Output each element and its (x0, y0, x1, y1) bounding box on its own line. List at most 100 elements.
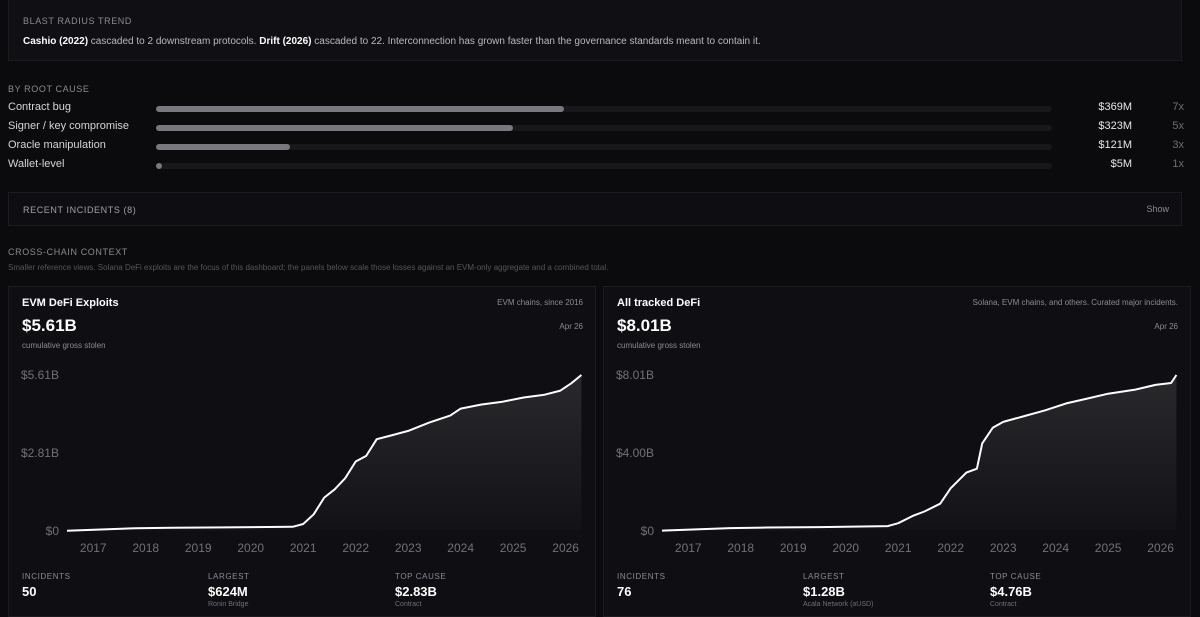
all-defi-panel: All tracked DeFi Solana, EVM chains, and… (603, 286, 1191, 617)
root-cause-name: Oracle manipulation (8, 139, 106, 151)
root-cause-name: Contract bug (8, 101, 71, 113)
panel-scope: EVM chains, since 2016 (497, 298, 583, 307)
x-tick-label: 2025 (1095, 541, 1122, 555)
stat-value: 76 (617, 584, 632, 599)
y-tick-label: $2.81B (21, 446, 59, 460)
stat-label: LARGEST (803, 572, 845, 581)
root-cause-name: Wallet-level (8, 158, 65, 170)
x-tick-label: 2022 (937, 541, 964, 555)
root-cause-row: Contract bug $369M 7x (8, 101, 1184, 117)
root-cause-count: 1x (1172, 158, 1184, 170)
x-tick-label: 2022 (342, 541, 369, 555)
blast-incident-2: Drift (2026) (259, 36, 312, 47)
x-tick-label: 2018 (132, 541, 159, 555)
root-cause-amount: $5M (1110, 158, 1132, 170)
blast-incident-1: Cashio (2022) (23, 36, 89, 47)
x-tick-label: 2018 (727, 541, 754, 555)
cumulative-line (661, 374, 1178, 532)
stat-largest: LARGEST $624M Ronin Bridge (208, 572, 250, 608)
x-tick-label: 2026 (552, 541, 579, 555)
cross-chain-title: CROSS-CHAIN CONTEXT (8, 247, 128, 257)
root-cause-amount: $323M (1098, 120, 1132, 132)
root-cause-track (156, 163, 1052, 169)
x-tick-label: 2023 (395, 541, 422, 555)
stat-value: $624M (208, 584, 248, 599)
recent-incidents-header[interactable]: RECENT INCIDENTS (8) Show (8, 192, 1182, 226)
panel-date: Apr 26 (1154, 322, 1178, 331)
cumulative-line (66, 374, 583, 532)
root-cause-track (156, 125, 1052, 131)
x-tick-label: 2024 (1042, 541, 1069, 555)
root-cause-row: Wallet-level $5M 1x (8, 158, 1184, 174)
y-tick-label: $0 (641, 524, 655, 538)
panel-total: $5.61B (22, 316, 77, 335)
root-cause-amount: $121M (1098, 139, 1132, 151)
blast-radius-text: Cashio (2022) cascaded to 2 downstream p… (23, 36, 1167, 47)
root-cause-row: Signer / key compromise $323M 5x (8, 120, 1184, 136)
x-tick-label: 2020 (237, 541, 264, 555)
stat-value: $2.83B (395, 584, 437, 599)
show-incidents-button[interactable]: Show (1146, 204, 1169, 214)
stat-label: LARGEST (208, 572, 250, 581)
root-cause-bar (156, 106, 565, 112)
panel-caption: cumulative gross stolen (617, 341, 701, 350)
root-cause-count: 3x (1172, 139, 1184, 151)
y-tick-label: $4.00B (616, 446, 654, 460)
cumulative-area (662, 375, 1177, 531)
y-tick-label: $8.01B (616, 368, 654, 382)
stat-top-cause: TOP CAUSE $2.83B Contract (395, 572, 446, 608)
cumulative-area (67, 375, 582, 531)
root-cause-name: Signer / key compromise (8, 120, 130, 132)
panel-caption: cumulative gross stolen (22, 341, 106, 350)
evm-cumulative-chart: $0 $2.81B $5.61B 2017 2018 2019 2020 2021 2022 20… (21, 368, 583, 555)
root-cause-count: 5x (1172, 120, 1184, 132)
root-cause-track (156, 106, 1052, 112)
stat-label: INCIDENTS (22, 572, 71, 581)
blast-radius-title: BLAST RADIUS TREND (23, 16, 132, 26)
x-tick-label: 2021 (290, 541, 317, 555)
x-tick-label: 2017 (675, 541, 702, 555)
y-tick-label: $0 (46, 524, 60, 538)
x-tick-label: 2017 (80, 541, 107, 555)
panel-title: EVM DeFi Exploits (22, 297, 119, 309)
stat-top-cause: TOP CAUSE $4.76B Contract (990, 572, 1041, 608)
panel-date: Apr 26 (559, 322, 583, 331)
stat-value: $4.76B (990, 584, 1032, 599)
stat-sub: Ronin Bridge (208, 601, 249, 608)
stat-incidents: INCIDENTS 50 (22, 572, 71, 599)
x-tick-label: 2020 (832, 541, 859, 555)
stat-largest: LARGEST $1.28B Acala Network (aUSD) (803, 572, 873, 608)
blast-text-2: cascaded to 22. Interconnection has grow… (311, 36, 761, 47)
panel-total: $8.01B (617, 316, 672, 335)
y-tick-label: $5.61B (21, 368, 59, 382)
stat-sub: Acala Network (aUSD) (803, 601, 874, 608)
root-cause-count: 7x (1172, 101, 1184, 113)
x-tick-label: 2025 (500, 541, 527, 555)
recent-incidents-title: RECENT INCIDENTS (8) (23, 205, 137, 215)
stat-sub: Contract (395, 601, 422, 608)
x-tick-label: 2024 (447, 541, 474, 555)
panel-scope: Solana, EVM chains, and others. Curated … (972, 298, 1178, 307)
x-tick-label: 2026 (1147, 541, 1174, 555)
stat-label: TOP CAUSE (990, 572, 1042, 581)
evm-exploits-panel: EVM DeFi Exploits EVM chains, since 2016… (8, 286, 596, 617)
root-cause-amount: $369M (1098, 101, 1132, 113)
root-cause-title: BY ROOT CAUSE (8, 84, 90, 94)
blast-radius-panel: BLAST RADIUS TREND Cashio (2022) cascade… (8, 0, 1182, 61)
stat-label: TOP CAUSE (395, 572, 447, 581)
stat-value: $1.28B (803, 584, 845, 599)
x-tick-label: 2019 (780, 541, 807, 555)
x-tick-label: 2021 (885, 541, 912, 555)
root-cause-bar (156, 144, 290, 150)
stat-incidents: INCIDENTS 76 (617, 572, 666, 599)
root-cause-track (156, 144, 1052, 150)
x-tick-label: 2023 (990, 541, 1017, 555)
cross-chain-subtitle: Smaller reference views. Solana DeFi exp… (8, 263, 609, 272)
panel-title: All tracked DeFi (617, 297, 701, 309)
all-defi-cumulative-chart: $0 $4.00B $8.01B 2017 2018 2019 2020 2021 2022 20… (616, 368, 1178, 555)
root-cause-bar (156, 125, 514, 131)
root-cause-row: Oracle manipulation $121M 3x (8, 139, 1184, 155)
blast-text-1: cascaded to 2 downstream protocols. (88, 36, 260, 47)
stat-sub: Contract (990, 601, 1017, 608)
root-cause-bar (156, 163, 162, 169)
